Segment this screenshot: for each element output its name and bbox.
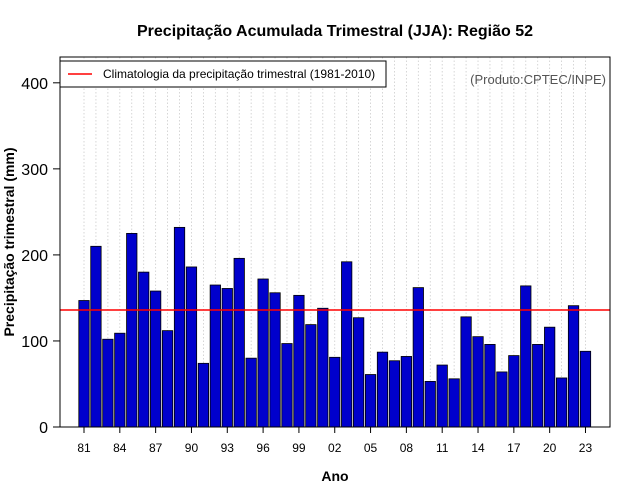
bar-series [78,226,592,428]
bar-2014 [472,336,484,428]
x-tick-label: 93 [221,441,235,455]
bar-1992 [209,284,221,428]
bar-2005 [364,374,377,428]
bar-2021 [556,377,568,428]
x-tick-label: 08 [400,441,414,455]
bar-1998 [281,343,293,428]
y-tick-label: 0 [39,420,48,437]
x-tick-label: 81 [77,441,91,455]
bar-1984 [114,332,126,428]
bar-2009 [412,287,424,428]
x-tick-label: 96 [256,441,270,455]
bar-2022 [567,305,580,428]
bar-2000 [305,324,317,428]
bar-2017 [508,355,520,428]
bar-1986 [138,271,150,428]
bar-2019 [532,343,544,428]
bar-2015 [484,343,496,428]
bar-1994 [233,257,245,428]
bar-2020 [544,326,556,428]
x-tick-label: 05 [364,441,378,455]
bar-1985 [126,232,138,428]
bar-1996 [257,278,269,428]
x-axis: 81 84 87 90 93 96 99 02 05 08 11 14 17 20 23 [60,426,610,455]
bar-1991 [197,362,209,428]
bar-2008 [400,356,412,428]
bar-1983 [102,338,114,428]
bar-2018 [520,285,532,428]
bar-2003 [341,261,353,428]
bar-1995 [245,357,257,428]
bar-1999 [293,294,305,428]
bar-1981 [78,300,90,428]
y-axis: 0 100 200 300 400 [21,76,61,437]
x-tick-label: 90 [185,441,199,455]
bar-2016 [496,371,508,428]
bar-1987 [150,290,162,428]
x-tick-label: 11 [436,441,449,455]
y-tick-label: 200 [21,248,48,265]
x-tick-label: 20 [543,441,557,455]
x-tick-label: 17 [507,441,521,455]
y-tick-label: 100 [21,334,48,351]
bar-2007 [388,360,401,428]
bar-1989 [173,226,186,428]
bar-2012 [448,378,460,428]
legend-label: Climatologia da precipitação trimestral … [103,67,375,81]
bar-1988 [161,330,174,428]
x-tick-label: 84 [113,441,127,455]
y-axis-title: Precipitação trimestral (mm) [1,147,17,336]
x-tick-label: 99 [292,441,306,455]
x-axis-title: Ano [321,468,348,484]
bar-1990 [185,266,198,428]
bar-2011 [436,364,448,428]
bar-2001 [317,307,329,428]
bar-1982 [90,245,102,428]
bar-2023 [579,350,592,428]
y-tick-label: 300 [21,162,48,179]
y-tick-label: 400 [21,76,48,93]
bar-2004 [353,317,365,428]
bar-1997 [269,292,281,428]
x-tick-label: 14 [471,441,485,455]
legend: Climatologia da precipitação trimestral … [59,60,387,88]
bar-2002 [329,356,341,428]
bar-2013 [460,316,472,428]
chart-title: Precipitação Acumulada Trimestral (JJA):… [137,23,533,40]
bar-2006 [376,351,389,428]
bar-2010 [424,380,436,428]
x-tick-label: 02 [328,441,342,455]
product-credit: (Produto:CPTEC/INPE) [470,72,606,87]
x-tick-label: 87 [149,441,163,455]
legend-box [59,60,387,88]
x-tick-label: 23 [579,441,593,455]
